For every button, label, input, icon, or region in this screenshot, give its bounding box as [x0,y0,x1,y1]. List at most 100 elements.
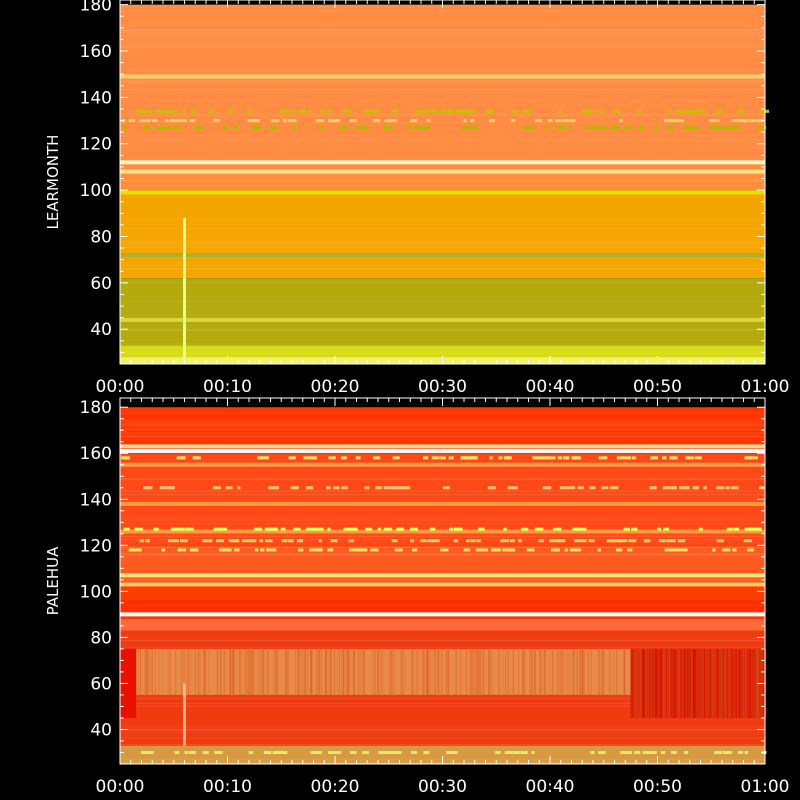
interference-dot [128,119,135,123]
interference-dot [618,539,628,543]
interference-dot [724,486,730,490]
interference-dot [375,486,383,490]
patch-striation [711,648,713,718]
interference-dot [613,109,621,113]
patch-striation [199,648,201,695]
patch-striation [590,648,592,695]
patch-striation [232,648,234,695]
patch-striation [345,648,347,695]
patch-striation [522,648,524,695]
interference-dot [235,539,239,543]
patch-striation [383,648,385,695]
patch-striation [688,648,690,718]
interference-dot [598,456,608,460]
patch-striation [295,648,297,695]
interference-dot [167,539,175,543]
interference-dot [318,539,322,543]
texture-stripe [120,423,765,425]
patch-striation [705,648,707,718]
patch-striation [636,648,638,718]
interference-dot [282,119,288,123]
interference-dot [202,539,207,543]
interference-dot [686,456,694,460]
interference-dot [546,456,550,460]
interference-dot [350,750,357,754]
texture-stripe [120,34,765,36]
interference-dot [372,119,380,123]
interference-dot [331,119,341,123]
interference-dot [194,126,200,130]
y-tick-label: 100 [80,582,112,602]
patch-striation [691,648,693,718]
spectrum-band [120,618,765,631]
texture-stripe [120,29,765,31]
patch-striation [557,648,559,695]
patch-striation [650,648,652,718]
patch-striation [668,648,670,718]
interference-dot [713,126,723,130]
interference-dot [737,109,745,113]
patch-striation [559,648,561,695]
patch-striation [470,648,472,695]
interference-dot [716,119,720,123]
texture-stripe [120,637,765,639]
patch-striation [502,648,504,695]
texture-stripe [120,146,765,148]
interference-dot [269,126,278,130]
patch-striation [239,648,241,695]
patch-striation [708,648,710,718]
patch-striation [676,648,678,718]
patch-striation [374,648,376,695]
patch-striation [718,648,720,718]
interference-dot [123,527,130,531]
patch-striation [235,648,237,695]
interference-dot [384,119,391,123]
patch-striation [552,648,554,695]
patch-striation [275,648,277,695]
patch-striation [735,648,737,718]
patch-striation [667,648,669,718]
patch-striation [613,648,615,695]
patch-striation [498,648,500,695]
texture-stripe [120,432,765,434]
interference-dot [749,119,757,123]
patch-striation [725,648,727,718]
interference-dot [152,119,158,123]
patch-striation [704,648,706,718]
interference-dot [241,539,250,543]
patch-striation [701,648,703,718]
patch-striation [343,648,345,695]
patch-striation [475,648,477,695]
patch-striation [690,648,692,718]
interference-dot [296,539,304,543]
patch-striation [645,648,647,718]
y-tick-label: 160 [80,444,112,464]
interference-dot [564,548,569,552]
interference-dot [665,539,673,543]
patch-striation [175,648,177,695]
patch-striation [583,648,585,695]
patch-striation [430,648,432,695]
patch-striation [512,648,514,695]
texture-stripe [120,605,765,607]
patch-striation [645,648,647,718]
patch-striation [751,648,753,718]
patch-striation [616,648,618,695]
interference-dot [213,486,218,490]
interference-dot [683,750,689,754]
interference-dot [255,126,262,130]
interference-dot [518,539,522,543]
interference-dot [502,548,506,552]
patch-striation [679,648,681,718]
patch-striation [688,648,690,718]
patch-striation [624,648,626,695]
interference-dot [630,527,638,531]
interference-dot [568,126,572,130]
patch-striation [641,648,643,718]
patch-striation [700,648,702,718]
interference-dot [248,750,254,754]
spectrum-patch [120,648,137,718]
patch-striation [232,648,234,695]
interference-dot [184,750,188,754]
patch-striation [615,648,617,695]
